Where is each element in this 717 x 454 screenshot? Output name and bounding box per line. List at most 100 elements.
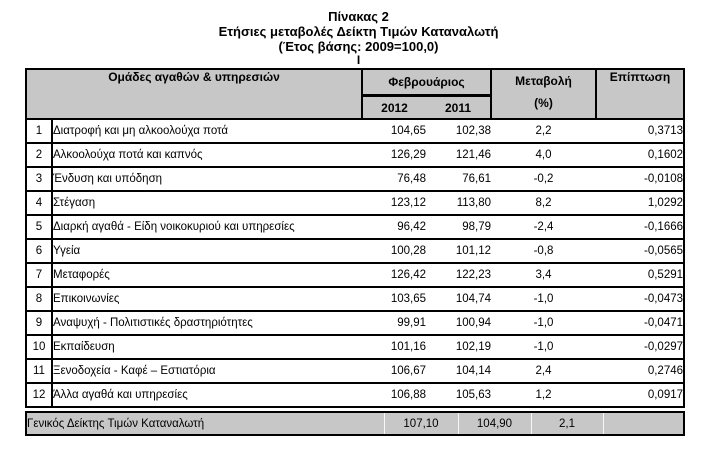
table-row: 4 Στέγαση 123,12 113,80 8,2 1,0292	[26, 191, 685, 216]
header-row-1: Ομάδες αγαθών & υπηρεσιών Φεβρουάριος Με…	[26, 69, 685, 120]
category-name: Μεταφορές	[52, 263, 363, 288]
change-pct: -0,2	[491, 167, 597, 192]
cpi-table: Ομάδες αγαθών & υπηρεσιών Φεβρουάριος Με…	[25, 68, 686, 408]
category-name: Υγεία	[52, 239, 363, 264]
index-2012: 103,65	[362, 287, 427, 312]
impact-value: -0,0297	[596, 335, 685, 360]
index-2012: 104,65	[362, 119, 427, 144]
change-pct: 8,2	[491, 191, 597, 216]
general-index-2011: 104,90	[457, 412, 531, 435]
change-pct: 3,4	[491, 263, 597, 288]
change-pct: -0,8	[491, 239, 597, 264]
row-number: 2	[26, 143, 53, 168]
impact-value: -0,1666	[596, 215, 685, 240]
title-line-2: Ετήσιες μεταβολές Δείκτη Τιμών Καταναλωτ…	[218, 24, 499, 39]
index-2011: 104,74	[426, 287, 492, 312]
row-number: 1	[26, 119, 53, 144]
index-2012: 99,91	[362, 311, 427, 336]
index-2011: 100,94	[426, 311, 492, 336]
index-2012: 96,42	[362, 215, 427, 240]
header-impact: Επίπτωση	[596, 69, 685, 120]
header-february: Φεβρουάριος	[362, 69, 493, 97]
impact-value: -0,0471	[596, 311, 685, 336]
change-pct: -1,0	[491, 311, 597, 336]
category-name: Εκπαίδευση	[52, 335, 363, 360]
index-2011: 102,38	[426, 119, 492, 144]
index-2011: 101,12	[426, 239, 492, 264]
row-number: 5	[26, 215, 53, 240]
header-groups: Ομάδες αγαθών & υπηρεσιών	[26, 69, 364, 120]
impact-value: 0,2746	[596, 359, 685, 384]
impact-value: 0,5291	[596, 263, 685, 288]
table-row: 9 Αναψυχή - Πολιτιστικές δραστηριότητες …	[26, 311, 685, 336]
table-row: 12 Άλλα αγαθά και υπηρεσίες 106,88 105,6…	[26, 383, 685, 408]
index-2012: 106,88	[362, 383, 427, 408]
impact-value: 0,0917	[596, 383, 685, 408]
header-year-2012: 2012	[362, 95, 427, 120]
change-pct: 4,0	[491, 143, 597, 168]
row-number: 6	[26, 239, 53, 264]
impact-value: 1,0292	[596, 191, 685, 216]
index-2012: 123,12	[362, 191, 427, 216]
table-row: 10 Εκπαίδευση 101,16 102,19 -1,0 -0,0297	[26, 335, 685, 360]
change-pct: -2,4	[491, 215, 597, 240]
table-row: 2 Αλκοολούχα ποτά και καπνός 126,29 121,…	[26, 143, 685, 168]
table-row: 8 Επικοινωνίες 103,65 104,74 -1,0 -0,047…	[26, 287, 685, 312]
impact-value: -0,0108	[596, 167, 685, 192]
table-row: 1 Διατροφή και μη αλκοολούχα ποτά 104,65…	[26, 119, 685, 144]
index-2012: 126,42	[362, 263, 427, 288]
title-line-3: (Έτος βάσης: 2009=100,0)	[278, 39, 439, 54]
index-2011: 102,19	[426, 335, 492, 360]
category-name: Διαρκή αγαθά - Είδη νοικοκυριού και υπηρ…	[52, 215, 363, 240]
table-row: 5 Διαρκή αγαθά - Είδη νοικοκυριού και υπ…	[26, 215, 685, 240]
general-index-row: Γενικός Δείκτης Τιμών Καταναλωτή 107,10 …	[25, 411, 685, 436]
category-name: Ένδυση και υπόδηση	[52, 167, 363, 192]
index-2012: 76,48	[362, 167, 427, 192]
impact-value: 0,3713	[596, 119, 685, 144]
row-number: 10	[26, 335, 53, 360]
impact-value: -0,0565	[596, 239, 685, 264]
row-number: 3	[26, 167, 53, 192]
index-2012: 106,67	[362, 359, 427, 384]
index-2011: 122,23	[426, 263, 492, 288]
index-2011: 121,46	[426, 143, 492, 168]
header-change-line1: Μεταβολή	[515, 74, 572, 88]
row-number: 12	[26, 383, 53, 408]
table-title-block: Πίνακας 2 Ετήσιες μεταβολές Δείκτη Τιμών…	[0, 0, 717, 54]
title-line-1: Πίνακας 2	[328, 9, 389, 24]
header-change-line2: (%)	[534, 96, 553, 110]
index-2011: 76,61	[426, 167, 492, 192]
general-index-impact	[602, 412, 684, 435]
change-pct: 1,2	[491, 383, 597, 408]
table-row: 6 Υγεία 100,28 101,12 -0,8 -0,0565	[26, 239, 685, 264]
index-2012: 126,29	[362, 143, 427, 168]
change-pct: -1,0	[491, 287, 597, 312]
general-index-label: Γενικός Δείκτης Τιμών Καταναλωτή	[27, 417, 205, 430]
table-row: 11 Ξενοδοχεία - Καφέ – Εστιατόρια 106,67…	[26, 359, 685, 384]
index-2011: 98,79	[426, 215, 492, 240]
category-name: Επικοινωνίες	[52, 287, 363, 312]
change-pct: 2,4	[491, 359, 597, 384]
header-year-2011: 2011	[426, 95, 493, 120]
change-pct: 2,2	[491, 119, 597, 144]
index-2011: 113,80	[426, 191, 492, 216]
header-change-pct: Μεταβολή (%)	[491, 69, 598, 120]
general-index-cells: Γενικός Δείκτης Τιμών Καταναλωτή 107,10 …	[26, 412, 684, 435]
index-2011: 105,63	[426, 383, 492, 408]
index-2012: 101,16	[362, 335, 427, 360]
index-2011: 104,14	[426, 359, 492, 384]
table-row: 3 Ένδυση και υπόδηση 76,48 76,61 -0,2 -0…	[26, 167, 685, 192]
category-name: Ξενοδοχεία - Καφέ – Εστιατόρια	[52, 359, 363, 384]
impact-value: -0,0473	[596, 287, 685, 312]
row-number: 4	[26, 191, 53, 216]
row-number: 8	[26, 287, 53, 312]
header-row-2: 2012 2011	[26, 95, 684, 120]
row-number: 9	[26, 311, 53, 336]
change-pct: -1,0	[491, 335, 597, 360]
cpi-table-body: 1 Διατροφή και μη αλκοολούχα ποτά 104,65…	[26, 119, 685, 408]
category-name: Άλλα αγαθά και υπηρεσίες	[52, 383, 363, 408]
stray-character: Ι	[356, 53, 361, 67]
cpi-table-header: Ομάδες αγαθών & υπηρεσιών Φεβρουάριος Με…	[26, 69, 685, 120]
table-row: 7 Μεταφορές 126,42 122,23 3,4 0,5291	[26, 263, 685, 288]
